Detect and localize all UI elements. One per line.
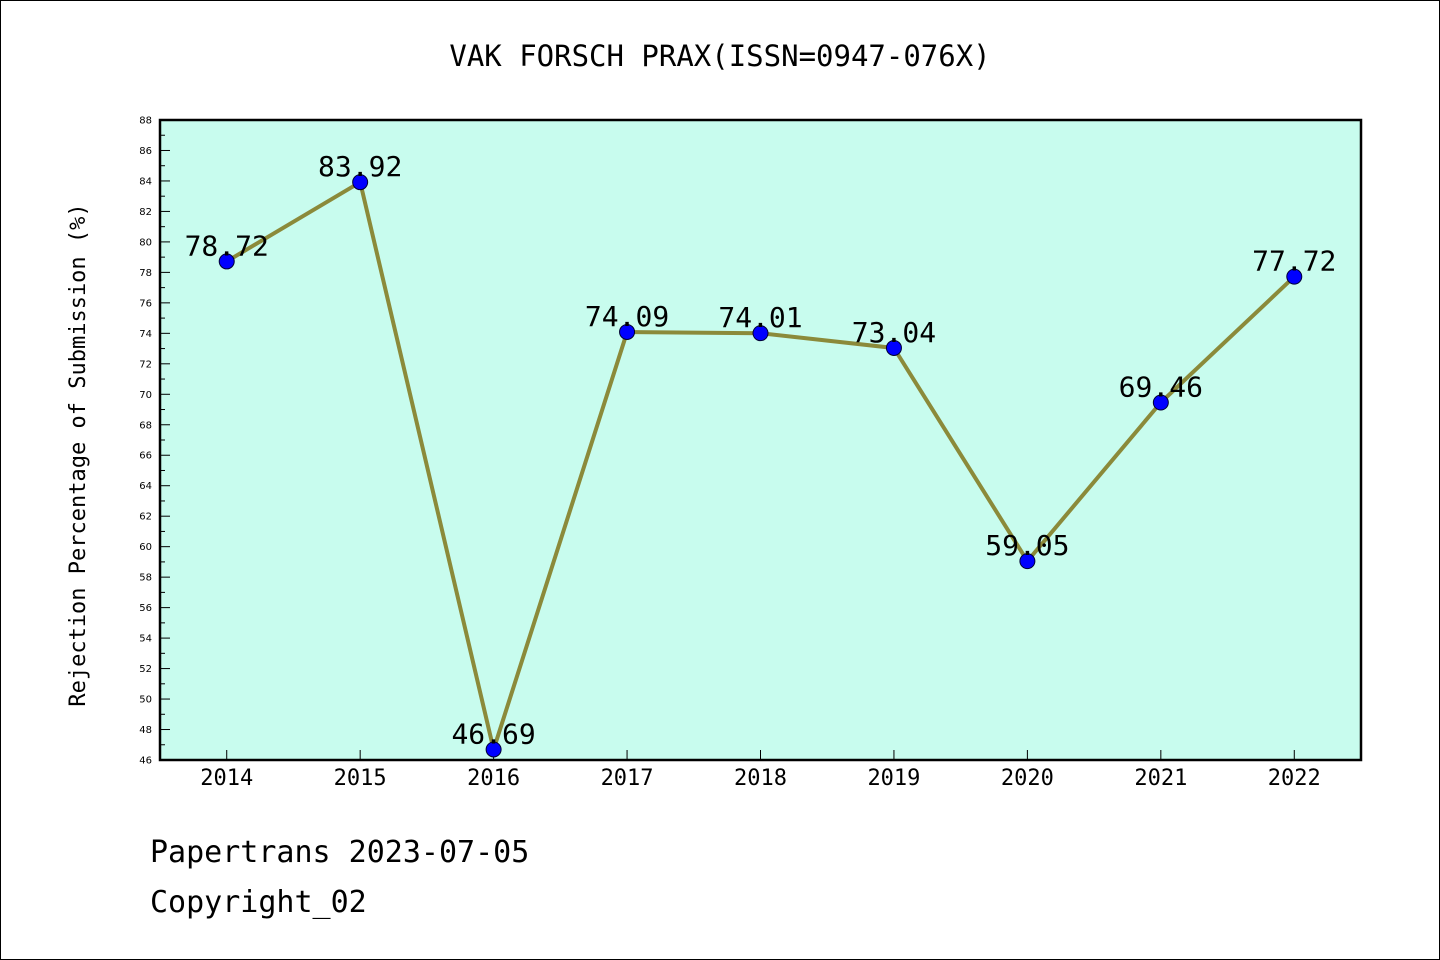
data-label: 74.09: [585, 300, 669, 333]
x-tick-label: 2016: [467, 766, 520, 791]
y-axis-label: Rejection Percentage of Submission (%): [66, 203, 91, 706]
data-label: 46.69: [451, 717, 535, 750]
y-tick-label: 46: [139, 756, 152, 767]
data-point: [218, 253, 235, 270]
footer-copyright: Copyright_02: [150, 885, 367, 920]
data-point: [485, 741, 502, 758]
data-label: 73.04: [852, 316, 936, 349]
x-tick-label: 2018: [734, 766, 787, 791]
data-label: 74.01: [718, 301, 802, 334]
data-label: 77.72: [1252, 245, 1336, 278]
plot-area: [160, 120, 1361, 760]
y-tick-label: 60: [139, 542, 152, 553]
y-tick-label: 64: [139, 481, 152, 492]
y-tick-label: 62: [139, 512, 152, 523]
y-tick-label: 58: [139, 573, 152, 584]
data-point: [619, 323, 636, 340]
data-label: 59.05: [985, 529, 1069, 562]
y-tick-label: 72: [139, 359, 152, 370]
y-tick-label: 66: [139, 451, 152, 462]
y-tick-label: 84: [139, 176, 152, 187]
x-tick-label: 2014: [200, 766, 253, 791]
y-tick-label: 78: [139, 268, 152, 279]
y-tick-label: 50: [139, 695, 152, 706]
data-point: [752, 325, 769, 342]
footer-date: Papertrans 2023-07-05: [150, 835, 530, 870]
data-point: [1286, 268, 1303, 285]
y-tick-label: 56: [139, 603, 152, 614]
data-point: [1019, 553, 1036, 570]
y-tick-label: 88: [139, 116, 152, 127]
markers-group: [218, 174, 1303, 758]
y-tick-label: 52: [139, 664, 152, 675]
y-tick-label: 68: [139, 420, 152, 431]
y-tick-label: 74: [139, 329, 152, 340]
data-point: [1152, 394, 1169, 411]
x-axis: 2014 2015 2016 2017 2018 2019 2020 2021 2022: [200, 750, 1321, 791]
y-axis: 46 48 50 52 54 56 58 60 62 64 66 68 70 72 74 76 78 80 82 84…: [139, 116, 170, 767]
x-tick-label: 2017: [601, 766, 654, 791]
data-point: [885, 339, 902, 356]
y-tick-label: 76: [139, 298, 152, 309]
x-tick-label: 2020: [1001, 766, 1054, 791]
data-label: 78.72: [185, 229, 269, 262]
x-tick-label: 2019: [867, 766, 920, 791]
x-tick-label: 2021: [1134, 766, 1187, 791]
x-tick-label: 2022: [1268, 766, 1321, 791]
y-tick-label: 86: [139, 146, 152, 157]
x-tick-label: 2015: [334, 766, 387, 791]
y-tick-label: 70: [139, 390, 152, 401]
data-point: [352, 174, 369, 191]
data-label: 69.46: [1119, 371, 1203, 404]
data-label: 83.92: [318, 150, 402, 183]
y-tick-label: 80: [139, 237, 152, 248]
plot-border: [158, 118, 1363, 762]
data-labels-group: 78.72 83.92 46.69 74.09 74.01 73.04 59.05 69.46…: [185, 150, 1337, 750]
y-tick-label: 54: [139, 634, 152, 645]
chart-title: VAK FORSCH PRAX(ISSN=0947-076X): [449, 39, 990, 73]
y-tick-label: 82: [139, 207, 152, 218]
y-tick-label: 48: [139, 725, 152, 736]
